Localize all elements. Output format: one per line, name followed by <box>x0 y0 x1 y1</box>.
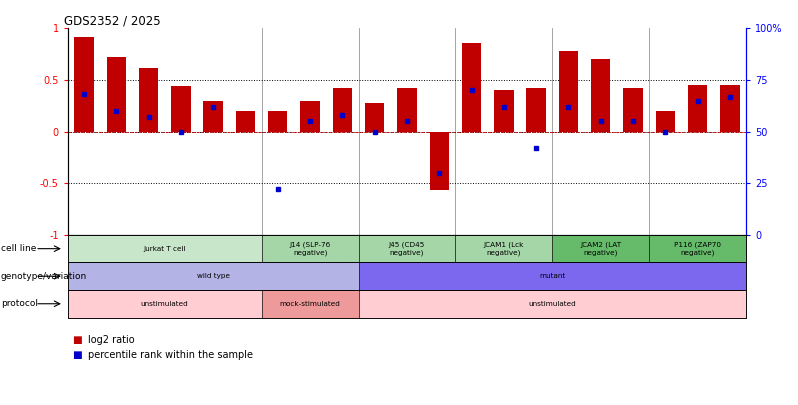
Text: GDS2352 / 2025: GDS2352 / 2025 <box>65 14 161 27</box>
Text: Jurkat T cell: Jurkat T cell <box>144 246 186 252</box>
Bar <box>268 111 287 132</box>
Bar <box>721 85 740 132</box>
Bar <box>591 59 610 132</box>
Bar <box>527 88 546 132</box>
Bar <box>365 103 385 132</box>
Text: cell line: cell line <box>1 244 36 253</box>
Bar <box>656 111 675 132</box>
Text: mock-stimulated: mock-stimulated <box>279 301 341 307</box>
Bar <box>172 86 191 132</box>
Text: protocol: protocol <box>1 299 38 308</box>
Bar <box>203 100 223 132</box>
Bar <box>429 132 449 190</box>
Text: ■: ■ <box>72 335 81 345</box>
Text: percentile rank within the sample: percentile rank within the sample <box>88 350 253 360</box>
Bar <box>74 36 93 132</box>
Bar <box>300 100 320 132</box>
Text: unstimulated: unstimulated <box>141 301 188 307</box>
Bar <box>333 88 352 132</box>
Text: mutant: mutant <box>539 273 566 279</box>
Bar <box>623 88 642 132</box>
Text: JCAM2 (LAT
negative): JCAM2 (LAT negative) <box>580 242 622 256</box>
Bar <box>235 111 255 132</box>
Text: genotype/variation: genotype/variation <box>1 272 87 281</box>
Bar <box>688 85 707 132</box>
Text: P116 (ZAP70
negative): P116 (ZAP70 negative) <box>674 242 721 256</box>
Text: log2 ratio: log2 ratio <box>88 335 134 345</box>
Text: wild type: wild type <box>196 273 230 279</box>
Bar <box>107 57 126 132</box>
Text: J45 (CD45
negative): J45 (CD45 negative) <box>389 242 425 256</box>
Bar <box>139 68 158 132</box>
Bar <box>559 51 579 132</box>
Bar <box>397 88 417 132</box>
Bar <box>462 43 481 132</box>
Text: unstimulated: unstimulated <box>528 301 576 307</box>
Text: J14 (SLP-76
negative): J14 (SLP-76 negative) <box>290 242 330 256</box>
Text: ■: ■ <box>72 350 81 360</box>
Bar <box>494 90 514 132</box>
Text: JCAM1 (Lck
negative): JCAM1 (Lck negative) <box>484 242 524 256</box>
